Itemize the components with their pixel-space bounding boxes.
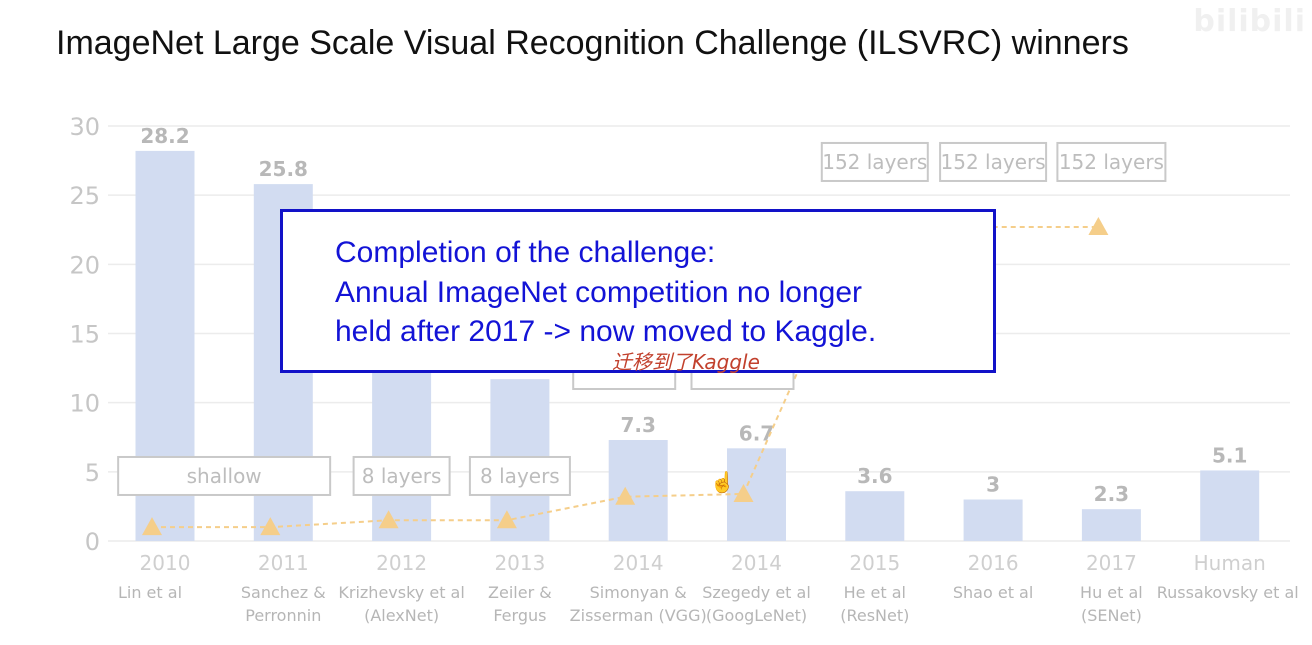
- bar-value-label: 3.6: [857, 464, 892, 488]
- hand-cursor-icon: ☝: [710, 472, 735, 494]
- x-axis-labels: 2010 Lin et al 2011 Sanchez & Perronnin 2012 K…: [118, 551, 1299, 625]
- page-title: ImageNet Large Scale Visual Recognition …: [56, 24, 1129, 62]
- depth-marker: [733, 483, 754, 502]
- depth-marker: [142, 517, 162, 536]
- bar-value-label: 6.7: [739, 421, 774, 445]
- x-category-label: 2014: [613, 551, 664, 575]
- bar: [963, 499, 1023, 541]
- x-author-label: (ResNet): [840, 606, 909, 625]
- x-category-label: 2015: [849, 551, 900, 575]
- y-tick-label: 30: [69, 113, 100, 141]
- x-author-label: Russakovsky et al: [1157, 583, 1299, 602]
- handwritten-note: 迁移到了Kaggle: [612, 350, 760, 374]
- bar-value-label: 3: [986, 473, 1000, 497]
- value-labels: 28.2 25.8 7.3 6.7 3.6 3 2.3 5.1: [140, 124, 1247, 506]
- depth-label-box: shallow: [117, 455, 332, 496]
- x-author-label: Krizhevsky et al: [338, 583, 464, 602]
- x-author-label: Szegedy et al: [702, 583, 811, 602]
- x-category-label: 2010: [140, 551, 191, 575]
- depth-label-text: shallow: [187, 464, 262, 488]
- depth-label-text: 152 layers: [822, 150, 927, 174]
- x-author-label: Perronnin: [245, 606, 321, 625]
- x-author-label: Shao et al: [953, 583, 1033, 602]
- depth-label-box: 152 layers: [1056, 141, 1167, 182]
- bilibili-watermark: bilibili: [1193, 4, 1306, 39]
- bar-value-label: 5.1: [1212, 443, 1247, 467]
- depth-marker: [1088, 216, 1109, 235]
- x-author-label: Lin et al: [118, 583, 182, 602]
- depth-marker: [496, 510, 517, 529]
- y-tick-label: 25: [69, 182, 100, 210]
- bar-value-label: 28.2: [140, 124, 189, 148]
- depth-label-text: 8 layers: [362, 464, 442, 488]
- callout-line-1: Completion of the challenge:: [335, 236, 716, 269]
- x-category-label: 2011: [258, 551, 309, 575]
- depth-label-frame: [117, 455, 332, 496]
- bar: [1081, 509, 1141, 541]
- depth-marker: [378, 510, 399, 529]
- callout-line-3: held after 2017 -> now moved to Kaggle.: [335, 315, 877, 348]
- depth-label-frame: [1056, 141, 1167, 182]
- depth-label-frame: [468, 455, 571, 496]
- depth-label-box: 152 layers: [939, 141, 1048, 182]
- x-author-label: Fergus: [493, 606, 546, 625]
- x-author-label: (SENet): [1081, 606, 1142, 625]
- x-author-label: Zeiler &: [488, 583, 552, 602]
- x-author-label: (GoogLeNet): [706, 606, 807, 625]
- x-category-label: 2014: [731, 551, 782, 575]
- x-author-label: Zisserman (VGG): [570, 606, 707, 625]
- bar-value-label: 7.3: [620, 413, 655, 437]
- depth-marker: [260, 517, 281, 536]
- depth-label-box: 8 layers: [352, 455, 451, 496]
- bar: [608, 440, 668, 541]
- y-tick-label: 20: [69, 251, 100, 279]
- x-author-label: Hu et al: [1080, 583, 1143, 602]
- bar-value-label: 25.8: [259, 157, 308, 181]
- depth-marker: [615, 486, 636, 505]
- depth-label-text: 8 layers: [480, 464, 560, 488]
- depth-label-text: 152 layers: [1059, 150, 1164, 174]
- x-author-label: He et al: [844, 583, 906, 602]
- callout-line-2: Annual ImageNet competition no longer: [335, 276, 862, 309]
- depth-label-box: 152 layers: [820, 141, 929, 182]
- x-category-label: 2017: [1086, 551, 1137, 575]
- depth-label-frame: [820, 141, 929, 182]
- x-author-label: (AlexNet): [364, 606, 439, 625]
- depth-label-text: 152 layers: [941, 150, 1046, 174]
- x-category-label: 2012: [376, 551, 427, 575]
- x-author-label: Sanchez &: [241, 583, 326, 602]
- bar: [845, 491, 905, 541]
- completion-callout: Completion of the challenge: Annual Imag…: [280, 209, 996, 373]
- depth-label-box: 8 layers: [468, 455, 571, 496]
- x-category-label: Human: [1194, 551, 1266, 575]
- bar-value-label: 2.3: [1094, 482, 1129, 506]
- depth-label-frame: [352, 455, 451, 496]
- y-tick-label: 0: [85, 528, 100, 556]
- y-tick-label: 15: [69, 321, 100, 349]
- x-author-label: Simonyan &: [590, 583, 687, 602]
- y-tick-label: 10: [69, 390, 100, 418]
- x-category-label: 2013: [494, 551, 545, 575]
- y-tick-label: 5: [85, 459, 100, 487]
- x-category-label: 2016: [968, 551, 1019, 575]
- bar: [1200, 470, 1260, 541]
- y-axis-ticks: 0 5 10 15 20 25 30: [69, 113, 100, 556]
- depth-label-frame: [939, 141, 1048, 182]
